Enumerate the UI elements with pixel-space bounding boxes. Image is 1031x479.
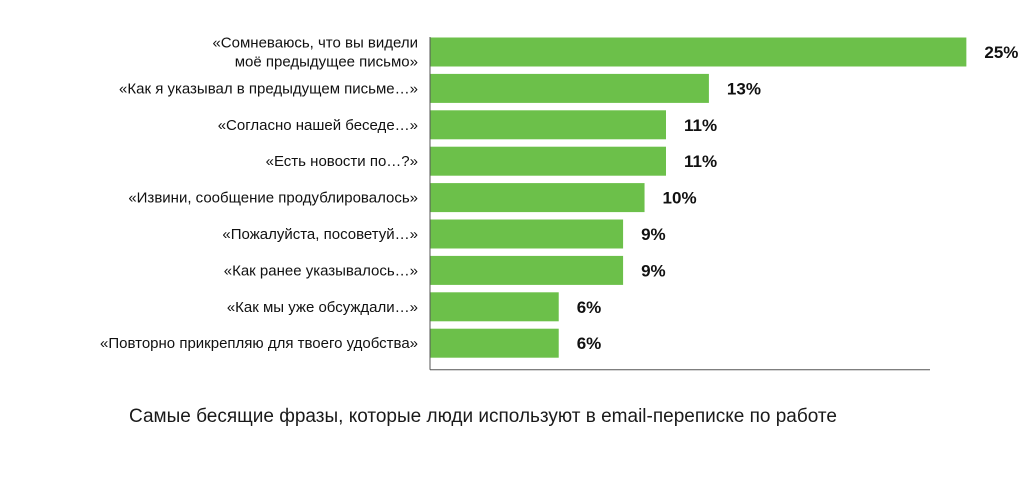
value-label-6: 9% <box>641 225 666 244</box>
bar-7 <box>430 255 624 285</box>
category-label-6: «Пожалуйста, посоветуй…» <box>222 226 418 243</box>
bar-2 <box>430 73 709 103</box>
category-label-3: «Согласно нашей беседе…» <box>218 117 418 134</box>
value-label-1: 25% <box>984 43 1018 62</box>
chart-caption: Самые бесящие фразы, которые люди исполь… <box>129 406 837 427</box>
category-label-5: «Извини, сообщение продублировалось» <box>128 190 418 207</box>
category-label-1: «Сомневаюсь, что вы видели моё предыдущее… <box>212 35 418 71</box>
value-label-9: 6% <box>577 334 602 353</box>
bar-5 <box>430 183 645 213</box>
bar-9 <box>430 328 559 358</box>
value-label-4: 11% <box>684 152 717 171</box>
value-label-3: 11% <box>684 116 717 135</box>
value-label-2: 13% <box>727 79 761 98</box>
bar-6 <box>430 219 624 249</box>
bar-4 <box>430 146 666 176</box>
bar-1 <box>430 37 967 67</box>
value-label-5: 10% <box>663 189 697 208</box>
value-label-7: 9% <box>641 261 666 280</box>
category-label-8: «Как мы уже обсуждали…» <box>227 299 418 316</box>
category-label-2: «Как я указывал в предыдущем письме…» <box>119 80 418 97</box>
value-label-8: 6% <box>577 298 602 317</box>
category-label-4: «Есть новости по…?» <box>266 153 418 170</box>
bar-8 <box>430 292 559 322</box>
category-label-7: «Как ранее указывалось…» <box>224 262 418 279</box>
category-label-9: «Повторно прикрепляю для твоего удобства… <box>100 335 418 352</box>
bar-chart: 25% «Сомневаюсь, что вы видели моё предыду… <box>100 35 1018 371</box>
bar-3 <box>430 110 666 140</box>
